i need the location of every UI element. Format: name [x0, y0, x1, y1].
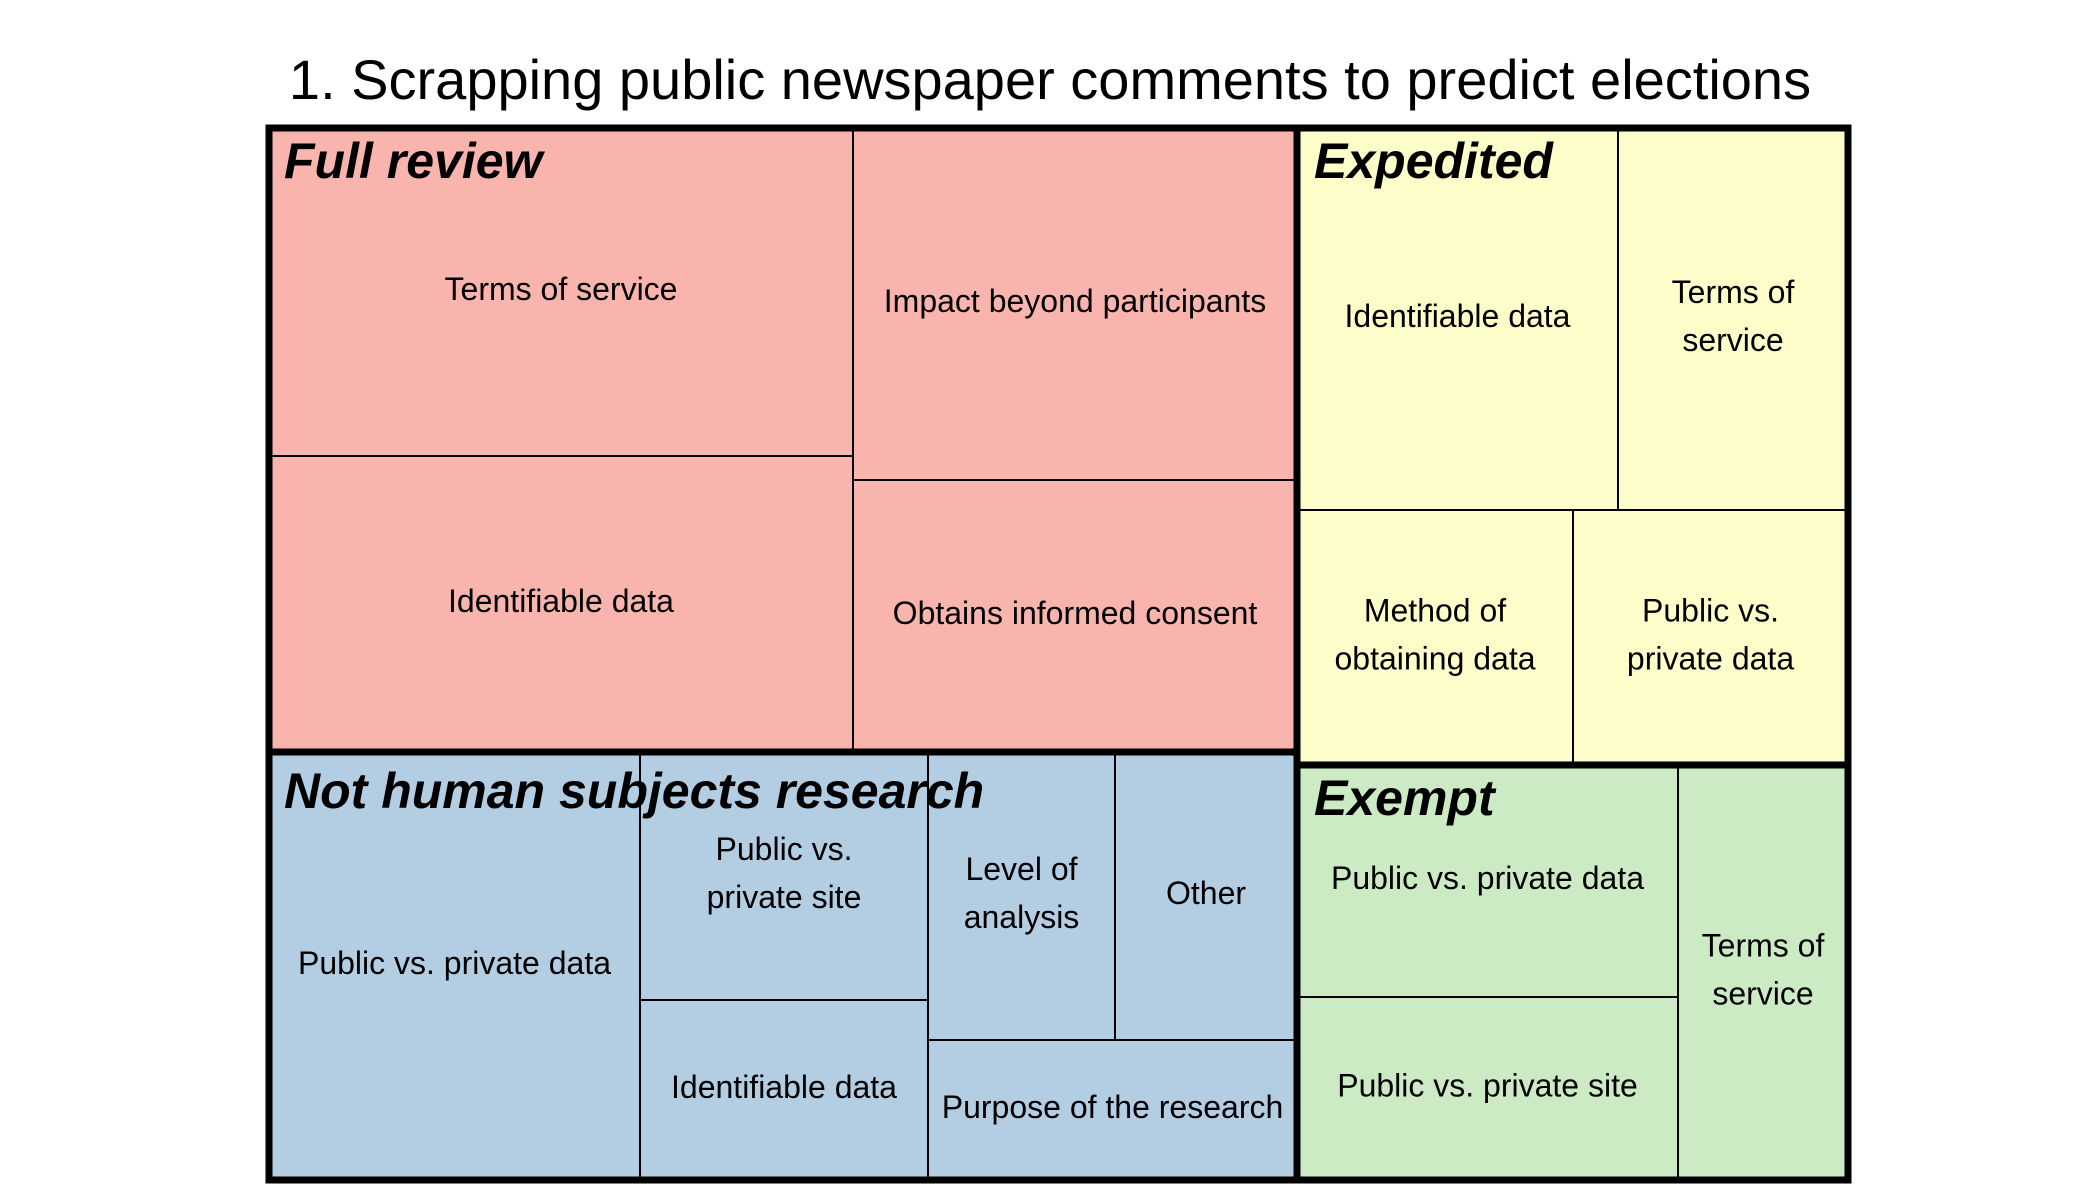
treemap-label-not-human-subjects-research-level-of-analysis: Level of analysis — [964, 851, 1080, 935]
treemap-label-full-review-identifiable-data: Identifiable data — [448, 583, 674, 619]
treemap-cell-not-human-subjects-research-level-of-analysis — [927, 751, 1116, 1041]
treemap-cell-not-human-subjects-research-purpose-of-the-research — [927, 1039, 1298, 1181]
treemap-cell-expedited-terms-of-service — [1617, 127, 1849, 511]
treemap-cell-full-review-obtains-informed-consent — [852, 479, 1298, 753]
treemap-cell-expedited-method-of-obtaining-data — [1296, 509, 1574, 766]
treemap-label-full-review-terms-of-service: Terms of service — [445, 271, 678, 307]
treemap-label-full-review-obtains-informed-consent: Obtains informed consent — [893, 595, 1258, 631]
treemap-cell-exempt-public-vs-private-data — [1296, 764, 1679, 998]
treemap-label-exempt-public-vs-private-data: Public vs. private data — [1331, 860, 1644, 896]
treemap-cell-exempt-terms-of-service — [1677, 764, 1849, 1181]
treemap-cell-full-review-identifiable-data — [268, 455, 854, 753]
treemap-label-not-human-subjects-research-purpose-of-the-research: Purpose of the research — [942, 1089, 1284, 1125]
treemap-label-not-human-subjects-research-public-vs-private-data: Public vs. private data — [298, 945, 611, 981]
treemap-label-expedited-method-of-obtaining-data: Method of obtaining data — [1334, 593, 1535, 677]
treemap-label-not-human-subjects-research-public-vs-private-site: Public vs. private site — [707, 831, 862, 915]
treemap-label-expedited-terms-of-service: Terms of service — [1672, 274, 1795, 358]
chart-title: 1. Scrapping public newspaper comments t… — [288, 48, 1812, 111]
treemap-cell-exempt-public-vs-private-site — [1296, 996, 1679, 1181]
treemap-group-label-expedited: Expedited — [1314, 133, 1554, 189]
treemap-cell-not-human-subjects-research-identifiable-data — [639, 999, 929, 1181]
treemap-group-label-full-review: Full review — [284, 133, 546, 189]
treemap-group-label-not-human-subjects-research: Not human subjects research — [284, 763, 984, 819]
treemap-label-expedited-identifiable-data: Identifiable data — [1345, 298, 1571, 334]
treemap-label-full-review-impact-beyond-participants: Impact beyond participants — [884, 283, 1266, 319]
treemap-label-exempt-terms-of-service: Terms of service — [1702, 928, 1825, 1012]
treemap-cell-expedited-public-vs-private-data — [1572, 509, 1849, 766]
treemap-label-not-human-subjects-research-other: Other — [1166, 875, 1246, 911]
treemap-cell-full-review-terms-of-service — [268, 127, 854, 457]
treemap-group-label-exempt: Exempt — [1314, 770, 1497, 826]
treemap-cell-full-review-impact-beyond-participants — [852, 127, 1298, 481]
treemap-cell-not-human-subjects-research-other — [1114, 751, 1298, 1041]
treemap-label-expedited-public-vs-private-data: Public vs. private data — [1627, 593, 1794, 677]
treemap-group-exempt — [1293, 761, 1852, 1184]
treemap-label-not-human-subjects-research-identifiable-data: Identifiable data — [671, 1069, 897, 1105]
treemap-label-exempt-public-vs-private-site: Public vs. private site — [1337, 1068, 1638, 1104]
